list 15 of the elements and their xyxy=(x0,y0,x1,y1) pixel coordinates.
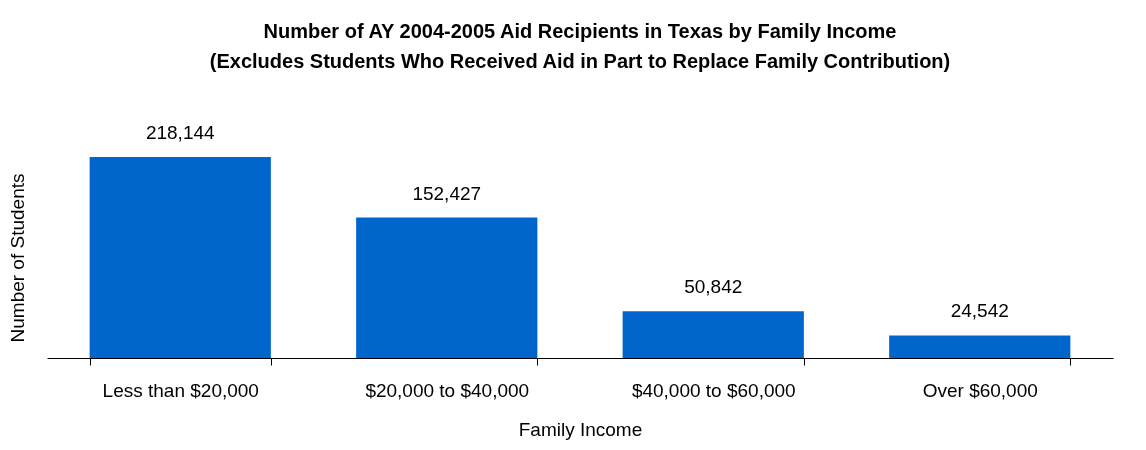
x-tick-label: Over $60,000 xyxy=(922,379,1038,401)
data-label: 218,144 xyxy=(145,122,216,143)
bar xyxy=(89,157,271,358)
chart-title: Number of AY 2004-2005 Aid Recipients in Texas by Family Income (Excludes Students Who Received Aid in Part to Replace Family Contribution) xyxy=(209,20,951,72)
bar xyxy=(622,311,804,358)
data-label: 152,427 xyxy=(412,182,482,204)
x-tick-label: $40,000 to $60,000 xyxy=(631,379,796,401)
data-label: 50,842 xyxy=(684,276,743,298)
data-label: 24,542 xyxy=(950,300,1009,322)
y-axis-title: Number of Students xyxy=(6,173,28,343)
x-tick-label: $20,000 to $40,000 xyxy=(365,379,530,401)
bar xyxy=(356,217,538,358)
x-axis-title: Family Income xyxy=(518,418,643,440)
bar xyxy=(889,335,1071,358)
x-tick-label: Less than $20,000 xyxy=(102,379,259,401)
